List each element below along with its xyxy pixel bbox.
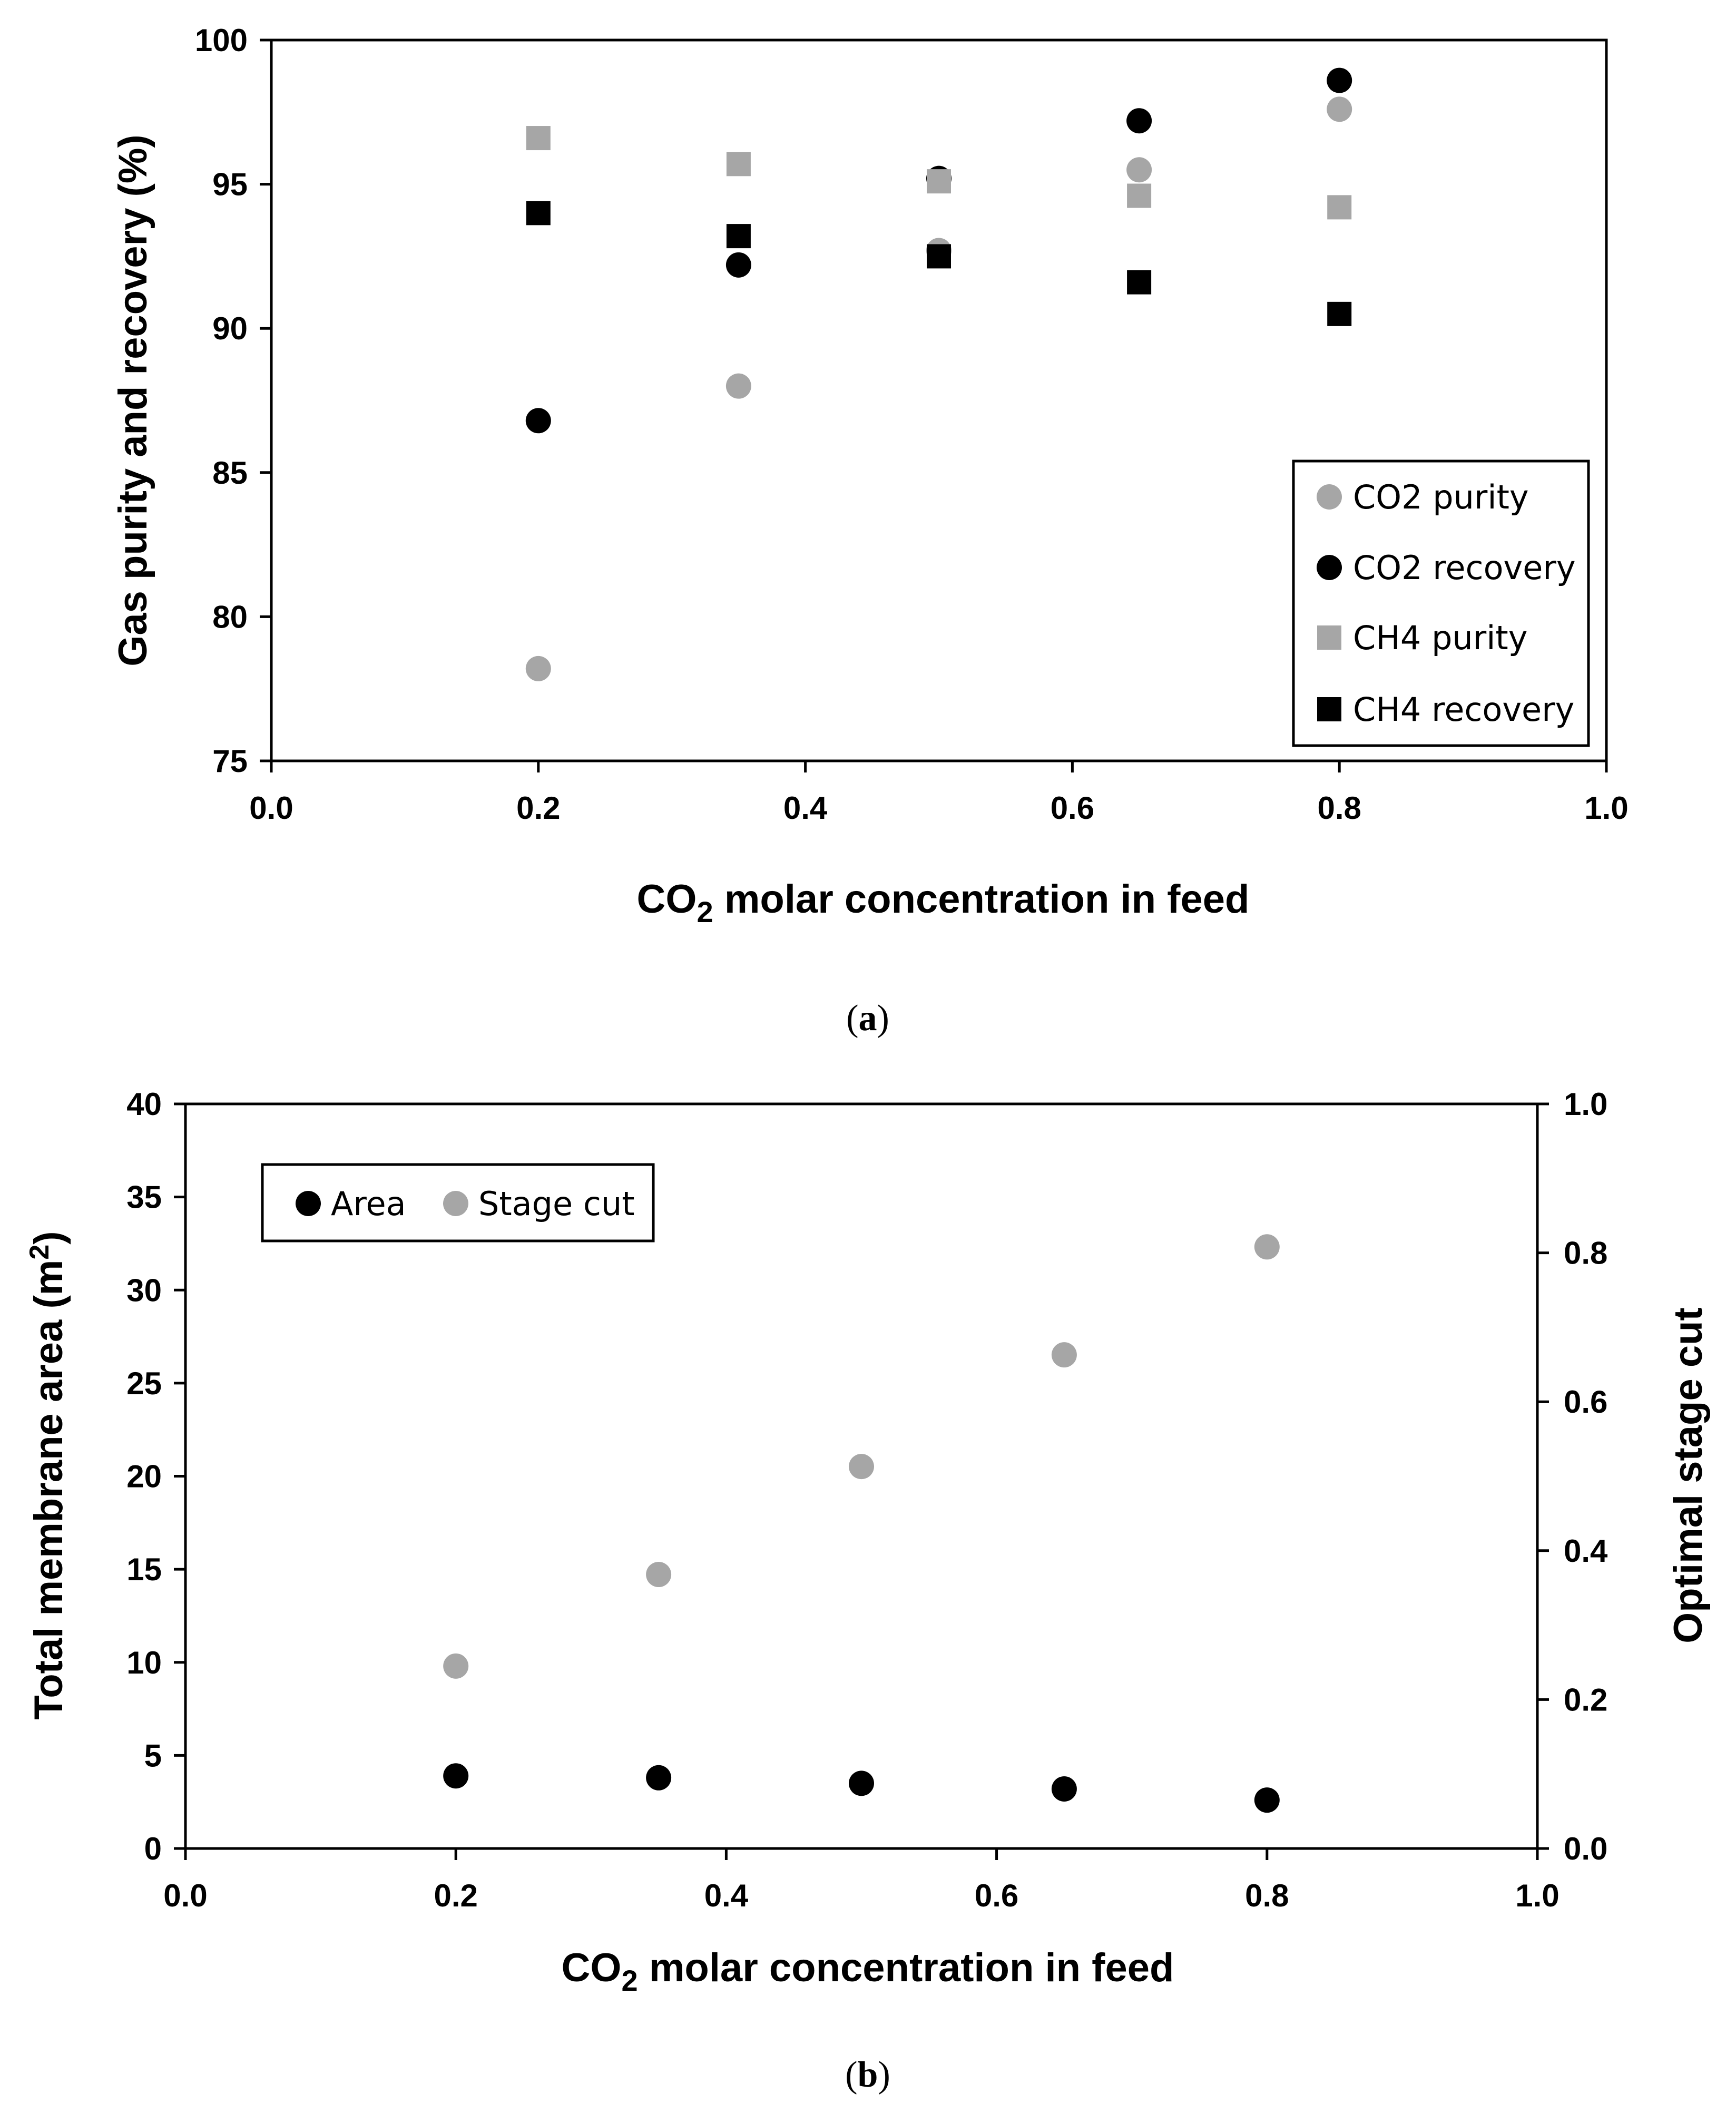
legend-co2-recovery-marker	[1317, 555, 1342, 580]
panel-b-stage-cut-point	[646, 1562, 672, 1588]
legend-ch4-recovery-marker	[1317, 697, 1341, 721]
panel-b-x-tick-label: 1.0	[1515, 1878, 1559, 1913]
panel-b-axes: 0.0 0.2 0.4 0.6 0.8 1.0 0 5 10 15 20 25 30 35 40 0.0 0.2…	[126, 1087, 1608, 1913]
legend-co2-purity-label: CO2 purity	[1353, 478, 1529, 516]
panel-b-area-point	[1254, 1787, 1280, 1813]
panel-a-ch4-recovery-point	[726, 224, 751, 249]
panel-b-y2-tick-label: 1.0	[1564, 1087, 1607, 1122]
panel-a-caption: (a)	[846, 998, 889, 1039]
panel-a-y-tick-label: 75	[212, 744, 248, 779]
panel-b-y2-axis-title: Optimal stage cut	[1666, 1307, 1711, 1644]
panel-a-axes: 0.0 0.2 0.4 0.6 0.8 1.0 75 80 85 90 95 100	[195, 23, 1629, 826]
panel-b-area-point	[1051, 1776, 1077, 1802]
panel-a-x-tick-label: 0.2	[516, 790, 560, 826]
panel-b-y-tick-label: 30	[126, 1273, 162, 1308]
panel-a-y-tick-label: 80	[212, 599, 248, 634]
panel-a-y-tick-label: 95	[212, 167, 248, 202]
panel-a-x-tick-label: 0.8	[1317, 790, 1361, 826]
panel-b-area-point	[849, 1770, 874, 1796]
panel-b-y2-tick-label: 0.6	[1564, 1384, 1607, 1420]
panel-a-co2-purity-point	[1126, 157, 1152, 183]
legend-ch4-purity-label: CH4 purity	[1353, 619, 1527, 657]
panel-a-ch4-purity-point	[726, 152, 751, 177]
panel-a-x-tick-label: 0.4	[783, 790, 828, 826]
panel-b-y-tick-label: 5	[144, 1738, 162, 1773]
panel-a-y-tick-label: 100	[195, 23, 248, 58]
panel-b-y-tick-label: 35	[126, 1180, 162, 1215]
panel-a-chart: 0.0 0.2 0.4 0.6 0.8 1.0 75 80 85 90 95 100 Gas puri…	[111, 23, 1629, 1039]
panel-a-x-tick-label: 1.0	[1584, 790, 1628, 826]
panel-b-y-tick-label: 0	[144, 1831, 162, 1866]
panel-a-co2-purity-point	[525, 656, 551, 681]
panel-b-x-axis-title: CO2 molar concentration in feed	[562, 1945, 1174, 1997]
panel-a-ch4-purity-point	[1127, 183, 1152, 208]
legend-area-marker	[296, 1191, 321, 1216]
panel-a-ch4-purity-point	[526, 126, 551, 151]
panel-b-stage-cut-point	[443, 1653, 469, 1679]
panel-a-x-tick-label: 0.0	[249, 790, 293, 826]
panel-b-x-tick-label: 0.4	[704, 1878, 749, 1913]
panel-b-stage-cut-point	[1051, 1342, 1077, 1368]
panel-a-co2-recovery-point	[1327, 67, 1352, 93]
panel-a-ch4-purity-point	[927, 169, 951, 194]
panel-a-ch4-recovery-point	[1127, 270, 1152, 295]
legend-co2-purity-marker	[1317, 484, 1342, 510]
legend-area-label: Area	[331, 1185, 406, 1223]
panel-a-y-tick-label: 85	[212, 455, 248, 491]
panel-b-y-tick-label: 10	[126, 1645, 162, 1680]
panel-b-y-tick-label: 15	[126, 1552, 162, 1587]
panel-a-legend-box	[1292, 459, 1590, 747]
panel-a-co2-recovery-point	[525, 408, 551, 434]
panel-b-chart: 0.0 0.2 0.4 0.6 0.8 1.0 0 5 10 15 20 25 30 35 40 0.0 0.2…	[24, 1087, 1711, 2095]
legend-stage-cut-label: Stage cut	[478, 1185, 635, 1223]
panel-b-y-tick-label: 20	[126, 1459, 162, 1494]
panel-b-x-tick-label: 0.2	[434, 1878, 477, 1913]
panel-a-ch4-recovery-point	[1327, 301, 1352, 326]
panel-b-stage-cut-point	[849, 1454, 874, 1480]
panel-a-legend: CO2 purity CO2 recovery CH4 purity CH4 r…	[1292, 459, 1590, 747]
panel-b-y2-tick-label: 0.4	[1564, 1533, 1608, 1569]
panel-b-y-tick-label: 40	[126, 1087, 162, 1122]
panel-a-x-tick-label: 0.6	[1051, 790, 1094, 826]
legend-ch4-recovery-label: CH4 recovery	[1353, 690, 1574, 729]
panel-a-data-points	[525, 67, 1352, 681]
panel-a-ch4-purity-point	[1327, 195, 1352, 220]
panel-b-caption: (b)	[845, 2055, 890, 2095]
legend-ch4-purity-marker	[1317, 625, 1341, 650]
legend-co2-recovery-label: CO2 recovery	[1353, 549, 1576, 587]
panel-a-y-tick-label: 90	[212, 311, 248, 346]
panel-b-stage-cut-point	[1254, 1234, 1280, 1260]
panel-a-co2-purity-point	[1327, 96, 1352, 122]
panel-b-legend: Area Stage cut	[261, 1163, 655, 1243]
panel-b-area-point	[443, 1763, 469, 1789]
panel-a-ch4-recovery-point	[927, 244, 951, 269]
panel-a-co2-recovery-point	[725, 252, 751, 278]
panel-a-co2-recovery-point	[1126, 108, 1152, 134]
panel-a-x-axis-title: CO2 molar concentration in feed	[637, 877, 1250, 928]
panel-b-data-points	[443, 1234, 1280, 1813]
panel-b-area-point	[646, 1765, 672, 1791]
panel-b-x-tick-label: 0.8	[1245, 1878, 1289, 1913]
panel-a-co2-purity-point	[725, 373, 751, 399]
panel-b-y-tick-label: 25	[126, 1366, 162, 1401]
panel-b-y2-tick-label: 0.0	[1564, 1831, 1607, 1866]
panel-b-x-tick-label: 0.6	[975, 1878, 1018, 1913]
panel-b-y2-tick-label: 0.2	[1564, 1682, 1607, 1717]
panel-b-y-axis-title: Total membrane area (m2)	[24, 1231, 71, 1719]
panel-a-ch4-recovery-point	[526, 201, 551, 226]
panel-b-x-tick-label: 0.0	[163, 1878, 207, 1913]
panel-a-y-axis-title: Gas purity and recovery (%)	[111, 134, 155, 666]
panel-b-y2-tick-label: 0.8	[1564, 1236, 1607, 1271]
legend-stage-cut-marker	[443, 1191, 468, 1216]
